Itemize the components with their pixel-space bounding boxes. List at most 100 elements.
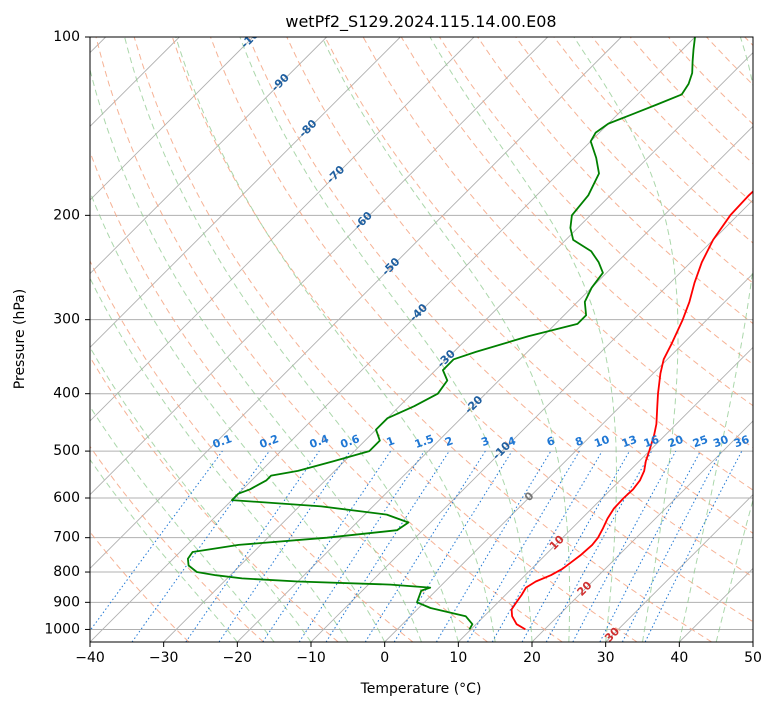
mixing-ratio-label: 0.4 — [308, 432, 331, 451]
mixing-ratio-line — [185, 450, 320, 642]
dry-adiabat — [706, 37, 753, 86]
mixing-ratio-label: 0.6 — [339, 432, 362, 451]
dry-adiabat — [744, 37, 753, 47]
moist-adiabat — [573, 37, 679, 642]
isotherm-line — [237, 125, 753, 642]
moist-adiabat — [715, 498, 753, 642]
isotherm-label: 0 — [522, 489, 537, 504]
dry-adiabat — [324, 37, 753, 491]
moist-adiabat — [175, 37, 496, 642]
mixing-ratio-label: 1 — [385, 434, 397, 449]
mixing-ratio-label: 0.1 — [211, 432, 234, 451]
isotherm-line — [90, 37, 254, 201]
dry-adiabat — [553, 37, 753, 244]
mixing-ratio-label: 30 — [711, 433, 730, 451]
isotherm-line — [90, 37, 475, 422]
mixing-ratio-label: 16 — [642, 433, 661, 451]
moist-adiabat — [239, 37, 533, 642]
dry-adiabat — [90, 445, 264, 642]
mixing-ratio-line — [218, 450, 351, 642]
dry-adiabat — [133, 37, 638, 642]
dry-adiabat — [210, 37, 753, 623]
dry-adiabat — [515, 37, 753, 284]
isotherm-label: -50 — [379, 255, 402, 278]
x-tick-label: 40 — [670, 650, 688, 666]
isotherm-label: 10 — [547, 532, 567, 552]
dry-adiabat — [90, 259, 414, 642]
x-tick-label: 50 — [744, 650, 762, 666]
isotherm-label: 40 — [630, 671, 650, 691]
isotherm-line — [90, 37, 622, 569]
mixing-ratio-label: 8 — [573, 434, 585, 449]
y-tick-label: 400 — [53, 386, 80, 402]
x-tick-label: 10 — [449, 650, 467, 666]
mixing-ratio-line — [644, 450, 743, 642]
isotherm-line — [458, 346, 753, 642]
dry-adiabat — [90, 356, 339, 642]
x-tick-label: 20 — [523, 650, 541, 666]
moist-adiabat — [90, 190, 386, 642]
dry-adiabat — [248, 37, 753, 578]
dry-adiabat — [90, 150, 488, 642]
x-tick-label: −40 — [75, 650, 105, 666]
isotherm-line — [310, 199, 753, 642]
mixing-ratio-label: 10 — [593, 433, 612, 451]
mixing-ratio-label: 36 — [732, 433, 751, 451]
y-tick-label: 300 — [53, 312, 80, 328]
y-tick-label: 700 — [53, 530, 80, 546]
isotherm-line — [90, 37, 696, 642]
isotherm-line — [605, 494, 753, 642]
mixing-ratio-line — [90, 450, 223, 632]
x-axis-label: Temperature (°C) — [360, 681, 482, 697]
plot-frame — [89, 36, 754, 643]
y-axis: 1000 900 800 700 600 500 400 300 200 100 — [44, 29, 90, 637]
y-tick-label: 600 — [53, 490, 80, 506]
moist-adiabat — [429, 37, 617, 642]
mixing-ratio-line — [467, 450, 580, 642]
isotherm-label: -60 — [352, 209, 375, 232]
dry-adiabat — [95, 37, 563, 642]
mixing-ratio-label: 4 — [506, 434, 518, 449]
isotherm-label: -80 — [296, 117, 319, 140]
moist-adiabat — [678, 37, 753, 642]
dry-adiabat — [171, 37, 712, 642]
isotherm-label: 20 — [575, 578, 595, 598]
mixing-ratio-label: 0.2 — [258, 432, 281, 451]
data-series — [187, 37, 753, 631]
isotherm-line — [679, 567, 753, 642]
y-tick-label: 500 — [53, 443, 80, 459]
dry-adiabat — [668, 37, 753, 125]
moist-adiabat — [90, 277, 349, 642]
dry-adiabat — [286, 37, 753, 534]
moist-adiabat — [90, 405, 275, 642]
isotherm-label: -30 — [435, 347, 458, 370]
y-tick-label: 100 — [53, 29, 80, 45]
mixing-ratio-line — [521, 450, 630, 642]
x-tick-label: −10 — [296, 650, 326, 666]
mixing-ratio-label: 25 — [691, 433, 710, 450]
moist-adiabat — [90, 346, 312, 642]
mixing-ratio-line — [325, 450, 450, 642]
isotherm-line — [90, 37, 327, 275]
moist-adiabat — [124, 37, 459, 642]
isotherm-line — [90, 37, 401, 348]
isotherm-line — [384, 273, 753, 642]
mixing-ratio-label: 3 — [479, 434, 491, 449]
mixing-ratio-label: 6 — [545, 434, 557, 449]
moist-adiabat — [321, 37, 571, 642]
x-tick-label: 0 — [380, 650, 389, 666]
mixing-ratio-line — [298, 450, 425, 642]
temperature-trace — [510, 190, 753, 631]
y-tick-label: 200 — [53, 207, 80, 223]
y-tick-label: 1000 — [44, 621, 80, 637]
x-tick-label: 30 — [597, 650, 615, 666]
mixing-ratio-label: 2 — [443, 434, 455, 449]
x-tick-label: −20 — [223, 650, 253, 666]
y-tick-label: 800 — [53, 564, 80, 580]
isotherm-line — [163, 52, 753, 642]
mixing-ratio-line — [599, 450, 701, 642]
mixing-ratio-label: 13 — [620, 433, 639, 450]
x-tick-label: −30 — [149, 650, 179, 666]
